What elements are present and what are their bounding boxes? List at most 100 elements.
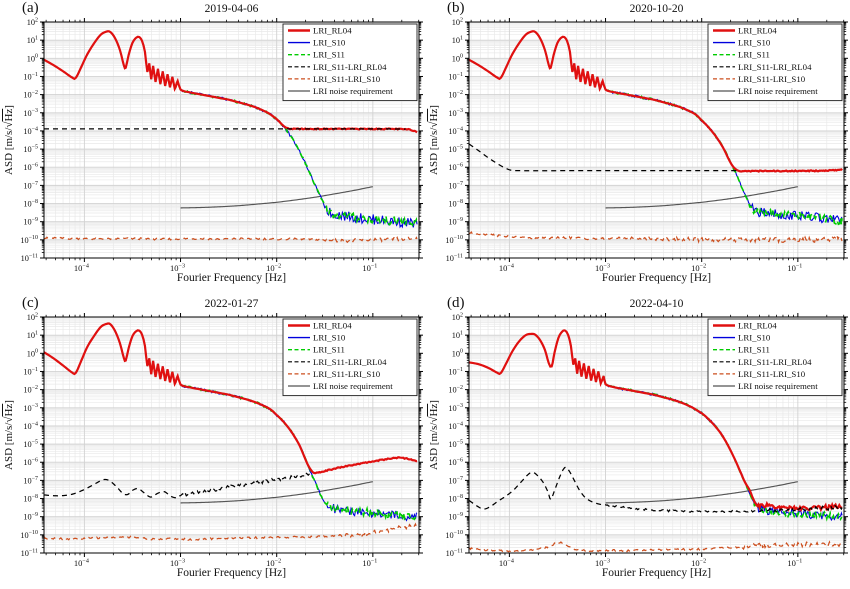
legend-label: LRI noise requirement	[738, 86, 818, 96]
tick-label: 100	[452, 54, 463, 64]
legend-entry: LRI_S10	[713, 333, 771, 343]
tick-label: 10−4	[499, 558, 514, 568]
series-lri-s11-lri-s10	[44, 235, 418, 244]
tick-label: 10−9	[448, 217, 463, 227]
tick-label: 10−1	[448, 72, 463, 82]
legend-entry: LRI_S11	[713, 345, 770, 355]
legend-entry: LRI_S11-LRI_S10	[288, 369, 381, 379]
tick-label: 10−1	[23, 367, 38, 377]
tick-label: 10−2	[691, 263, 706, 273]
series-group	[44, 30, 418, 244]
legend: LRI_RL04 LRI_S10 LRI_S11 LRI_S11-LRI_RL04 LR…	[282, 23, 418, 102]
tick-label: 10−1	[362, 263, 377, 273]
tick-label: 10−4	[499, 263, 514, 273]
y-axis-label: ASD [m/s/√Hz]	[428, 105, 440, 175]
legend-entry: LRI_RL04	[713, 321, 777, 331]
grid	[469, 21, 845, 259]
legend-entry: LRI_S11	[288, 345, 345, 355]
legend-label: LRI_S11	[738, 50, 770, 60]
x-axis-label: Fourier Frequency [Hz]	[176, 272, 287, 284]
legend-entry: LRI_S11-LRI_S10	[288, 74, 381, 84]
legend-label: LRI_RL04	[313, 26, 352, 36]
series-lri-noise-requirement	[180, 481, 373, 504]
legend-entry: LRI_S11-LRI_S10	[713, 74, 806, 84]
tick-label: 10−1	[787, 558, 802, 568]
tick-label: 10−6	[448, 458, 463, 468]
legend-entry: LRI_RL04	[288, 321, 352, 331]
series-lri-s11-lri-rl04	[469, 466, 843, 514]
x-axis-label: Fourier Frequency [Hz]	[176, 567, 287, 579]
x-axis-label: Fourier Frequency [Hz]	[601, 272, 712, 284]
series-lri-noise-requirement	[605, 186, 798, 209]
tick-label: 10−1	[787, 263, 802, 273]
tick-label: 10−2	[691, 558, 706, 568]
legend-label: LRI_S10	[738, 333, 771, 343]
sqrt-radical: √	[428, 416, 440, 423]
legend-entry: LRI_S11	[288, 50, 345, 60]
legend-entry: LRI_S10	[288, 38, 346, 48]
tick-label: 10−4	[23, 421, 38, 431]
legend-entry: LRI_RL04	[288, 26, 352, 36]
chart-panel-d: 102 101 100 10−1 10−2 10−3 10−4 10−5 10−6 10−7 10−…	[425, 295, 850, 589]
legend: LRI_RL04 LRI_S10 LRI_S11 LRI_S11-LRI_RL04 LR…	[707, 318, 843, 397]
axes	[465, 18, 848, 262]
legend: LRI_RL04 LRI_S10 LRI_S11 LRI_S11-LRI_RL04 LR…	[707, 23, 843, 102]
tick-label: 10−6	[448, 163, 463, 173]
tick-label: 10−3	[170, 558, 185, 568]
y-axis-label: ASD [m/s/√Hz]	[3, 105, 15, 175]
tick-label: 10−1	[23, 72, 38, 82]
tick-label: 10−1	[448, 367, 463, 377]
tick-label: 101	[27, 36, 38, 46]
panel-title: 2019-04-06	[204, 3, 259, 15]
tick-label: 10−11	[446, 253, 463, 263]
panel-title: 2022-04-10	[629, 298, 684, 310]
tick-label: 102	[27, 17, 38, 27]
legend-label: LRI_S11	[313, 345, 345, 355]
tick-labels: 102 101 100 10−1 10−2 10−3 10−4 10−5 10−6 10−7 10−…	[445, 17, 802, 273]
tick-label: 10−11	[21, 548, 38, 558]
legend-label: LRI_S10	[313, 333, 346, 343]
tick-label: 10−7	[23, 476, 38, 486]
legend-label: LRI_S11-LRI_S10	[738, 74, 806, 84]
tick-label: 100	[452, 349, 463, 359]
tick-label: 101	[27, 331, 38, 341]
tick-label: 10−6	[23, 163, 38, 173]
tick-label: 10−1	[362, 558, 377, 568]
tick-label: 10−2	[23, 90, 38, 100]
series-lri-noise-requirement	[605, 481, 798, 504]
tick-label: 10−3	[595, 558, 610, 568]
legend-entry: LRI_S11-LRI_RL04	[288, 357, 387, 367]
legend-entry: LRI_S10	[713, 38, 771, 48]
tick-label: 10−7	[448, 181, 463, 191]
series-lri-s11-lri-s10	[469, 540, 843, 553]
chart-panel-a: 102 101 100 10−1 10−2 10−3 10−4 10−5 10−6 10−7 10−…	[0, 0, 425, 294]
sqrt-radical: √	[3, 121, 15, 128]
tick-label: 102	[452, 312, 463, 322]
legend-entry: LRI_RL04	[713, 26, 777, 36]
tick-label: 10−7	[23, 181, 38, 191]
panel-tag: (d)	[447, 295, 465, 311]
tick-label: 10−9	[23, 512, 38, 522]
tick-label: 100	[27, 349, 38, 359]
tick-label: 101	[452, 36, 463, 46]
sqrt-radical: √	[3, 416, 15, 423]
panel-tag: (a)	[22, 0, 39, 16]
legend-entry: LRI_S11	[713, 50, 770, 60]
legend-entry: LRI_S10	[288, 333, 346, 343]
legend-label: LRI_S11	[313, 50, 345, 60]
legend-label: LRI_S11-LRI_S10	[313, 369, 381, 379]
tick-label: 10−3	[595, 263, 610, 273]
tick-label: 10−5	[448, 144, 463, 154]
series-lri-rl04	[44, 30, 418, 134]
tick-label: 10−4	[448, 126, 463, 136]
series-lri-rl04	[469, 329, 843, 513]
legend-entry: LRI noise requirement	[713, 381, 818, 391]
panel-tag: (c)	[22, 295, 39, 311]
tick-label: 10−3	[448, 403, 463, 413]
legend-label: LRI_S11-LRI_S10	[313, 74, 381, 84]
panel-title: 2020-10-20	[629, 3, 684, 15]
series-group	[469, 30, 843, 245]
chart-svg-b: 102 101 100 10−1 10−2 10−3 10−4 10−5 10−6 10−7 10−…	[445, 17, 848, 273]
legend-label: LRI_S11	[738, 345, 770, 355]
tick-label: 10−10	[445, 530, 463, 540]
